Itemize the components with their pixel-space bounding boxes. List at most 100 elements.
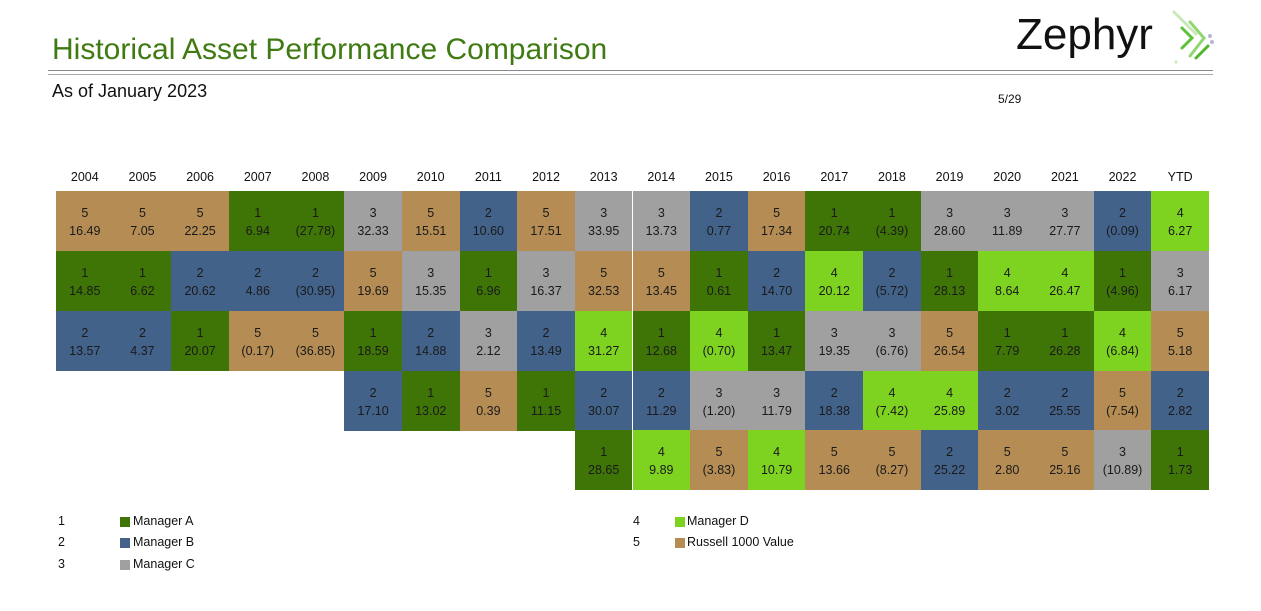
year-header: 2008 [301, 170, 330, 184]
cell-return: 19.35 [818, 344, 850, 358]
performance-cell: 2 20.62 [171, 251, 229, 311]
legend-rank: 1 [58, 514, 65, 528]
cell-return: 2.80 [995, 463, 1020, 477]
performance-cell: 3 11.89 [978, 191, 1037, 251]
performance-cell: 1 1.73 [1151, 430, 1209, 490]
cell-rank: 5 [1061, 445, 1069, 459]
cell-rank: 2 [1003, 386, 1011, 400]
cell-return: 13.57 [69, 344, 101, 358]
year-header: 2010 [416, 170, 445, 184]
year-header: 2005 [128, 170, 157, 184]
performance-cell: 4 8.64 [978, 251, 1037, 311]
performance-cell: 4 (0.70) [690, 311, 748, 371]
cell-rank: 4 [657, 445, 665, 459]
cell-rank: 2 [773, 266, 781, 280]
cell-return: (3.83) [702, 463, 736, 477]
performance-cell: 2 13.57 [56, 311, 114, 371]
cell-return: (4.96) [1106, 284, 1139, 298]
performance-cell: 2 (0.09) [1093, 191, 1152, 251]
performance-cell: 2 3.02 [978, 371, 1037, 431]
cell-return: 0.77 [706, 224, 732, 238]
cell-rank: 5 [946, 326, 954, 340]
cell-return: 6.96 [476, 284, 501, 298]
cell-rank: 1 [1061, 326, 1069, 340]
cell-rank: 3 [484, 326, 492, 340]
performance-cell: 3 (1.20) [690, 371, 748, 431]
cell-rank: 1 [1119, 266, 1126, 280]
cell-rank: 4 [1119, 326, 1126, 340]
cell-rank: 3 [1176, 266, 1184, 280]
cell-return: 32.33 [357, 224, 389, 238]
performance-cell: 4 10.79 [747, 430, 806, 490]
cell-return: 14.85 [69, 284, 101, 298]
cell-return: 31.27 [588, 344, 620, 358]
performance-cell: 2 2.82 [1151, 371, 1209, 431]
year-header: 2014 [647, 170, 676, 184]
cell-rank: 2 [1119, 206, 1126, 220]
legend-label: Manager C [133, 557, 195, 571]
cell-rank: 2 [946, 445, 954, 459]
cell-return: 2.82 [1167, 404, 1193, 418]
cell-rank: 5 [311, 326, 319, 340]
cell-rank: 5 [254, 326, 262, 340]
cell-rank: 2 [1176, 386, 1184, 400]
cell-return: 27.77 [1049, 224, 1081, 238]
cell-return: (27.78) [295, 224, 336, 238]
performance-cell: 1 6.62 [113, 251, 172, 311]
cell-return: 13.02 [415, 404, 447, 418]
performance-cell: 5 (3.83) [690, 430, 748, 490]
cell-return: 25.22 [933, 463, 966, 477]
cell-rank: 1 [773, 326, 781, 340]
performance-cell: 1 (4.39) [863, 191, 921, 251]
cell-rank: 5 [600, 266, 608, 280]
cell-rank: 5 [369, 266, 377, 280]
title-divider-secondary [48, 74, 1213, 75]
year-header: YTD [1167, 170, 1193, 184]
cell-rank: 2 [600, 386, 608, 400]
cell-rank: 4 [1176, 206, 1184, 220]
cell-return: 11.79 [761, 404, 792, 418]
performance-cell: 3 16.37 [517, 251, 575, 311]
cell-rank: 3 [1119, 445, 1126, 459]
performance-cell: 4 (7.42) [863, 371, 921, 431]
cell-rank: 3 [542, 266, 550, 280]
cell-rank: 1 [946, 266, 954, 280]
cell-rank: 5 [484, 386, 492, 400]
logo-text: Zephyr [1016, 10, 1153, 59]
cell-rank: 1 [427, 386, 435, 400]
year-header: 2013 [589, 170, 618, 184]
performance-cell: 2 25.55 [1036, 371, 1094, 431]
cell-rank: 3 [369, 206, 377, 220]
cell-rank: 5 [888, 445, 896, 459]
cell-return: 25.16 [1049, 463, 1081, 477]
cell-rank: 5 [657, 266, 665, 280]
cell-rank: 5 [715, 445, 723, 459]
year-header: 2004 [70, 170, 99, 184]
cell-rank: 2 [254, 266, 262, 280]
cell-return: (6.76) [875, 344, 909, 358]
cell-return: (0.09) [1106, 224, 1139, 238]
cell-return: 25.55 [1049, 404, 1081, 418]
performance-cell: 4 (6.84) [1093, 311, 1152, 371]
cell-rank: 5 [830, 445, 838, 459]
cell-return: 26.47 [1049, 284, 1081, 298]
cell-rank: 2 [542, 326, 550, 340]
cell-rank: 5 [1119, 386, 1126, 400]
cell-rank: 4 [1003, 266, 1011, 280]
cell-return: 11.15 [530, 404, 562, 418]
cell-return: 6.27 [1167, 224, 1193, 238]
cell-return: 8.64 [995, 284, 1020, 298]
performance-cell: 2 17.10 [344, 371, 402, 431]
performance-cell: 3 32.33 [344, 191, 402, 251]
cell-rank: 2 [138, 326, 146, 340]
cell-rank: 2 [1061, 386, 1069, 400]
cell-rank: 3 [1003, 206, 1011, 220]
performance-cell: 1 20.74 [805, 191, 864, 251]
performance-cell: 1 20.07 [171, 311, 229, 371]
cell-return: (30.95) [295, 284, 336, 298]
cell-rank: 2 [484, 206, 492, 220]
cell-rank: 4 [1061, 266, 1069, 280]
cell-rank: 5 [1003, 445, 1011, 459]
performance-cell: 2 4.86 [228, 251, 287, 311]
cell-rank: 1 [81, 266, 89, 280]
